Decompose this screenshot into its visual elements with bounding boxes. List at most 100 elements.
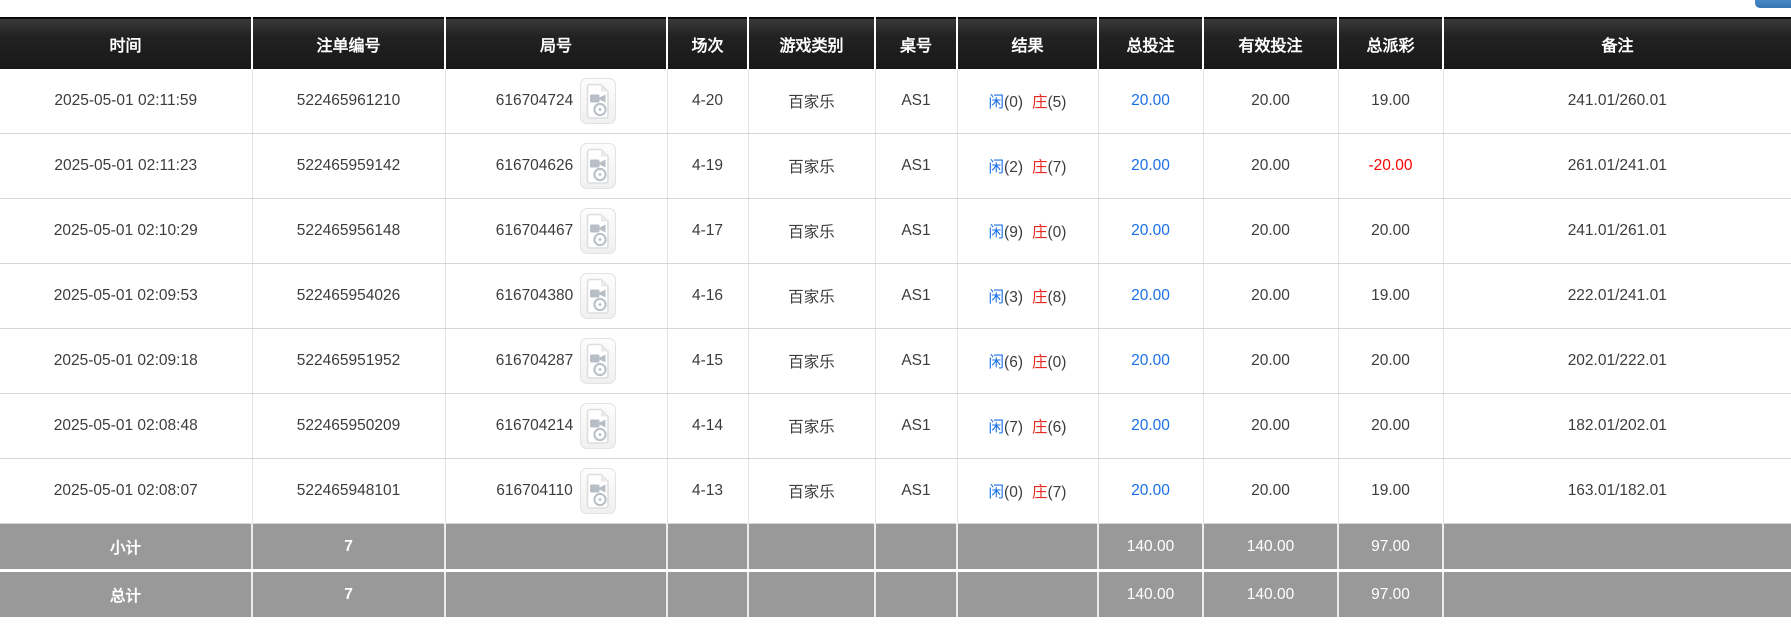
top-right-button-fragment[interactable] <box>1755 0 1791 8</box>
subtotal-label: 小计 <box>0 523 253 572</box>
remark-cell: 261.01/241.01 <box>1443 133 1791 199</box>
empty-cell <box>667 523 749 572</box>
result-cell: 闲(3) 庄(8) <box>957 263 1099 329</box>
bet-id-cell: 522465950209 <box>252 393 446 459</box>
table-row: 2025-05-01 02:10:29 522465956148 6167044… <box>0 198 1791 264</box>
round-id-value: 616704110 <box>496 482 573 499</box>
total-label: 总计 <box>0 570 253 617</box>
video-replay-button[interactable] <box>580 143 617 189</box>
total-bet-cell: 20.00 <box>1098 458 1204 524</box>
header-row: 时间 注单编号 局号 场次 游戏类别 桌号 结果 总投注 有效投注 总派彩 备注 <box>0 17 1791 69</box>
session-cell: 4-14 <box>667 393 749 459</box>
video-file-icon <box>586 343 610 379</box>
banker-points: (0) <box>1047 354 1067 371</box>
game-type-cell: 百家乐 <box>748 328 876 394</box>
header-total-bet: 总投注 <box>1098 17 1204 69</box>
bet-records-table: 时间 注单编号 局号 场次 游戏类别 桌号 结果 总投注 有效投注 总派彩 备注… <box>0 17 1791 617</box>
result-cell: 闲(9) 庄(0) <box>957 198 1099 264</box>
remark-cell: 163.01/182.01 <box>1443 458 1791 524</box>
table-row: 2025-05-01 02:08:48 522465950209 6167042… <box>0 393 1791 459</box>
empty-cell <box>875 570 958 617</box>
remark-cell: 202.01/222.01 <box>1443 328 1791 394</box>
header-round-id: 局号 <box>445 17 668 69</box>
banker-points: (8) <box>1047 289 1067 306</box>
table-row: 2025-05-01 02:11:59 522465961210 6167047… <box>0 69 1791 134</box>
banker-points: (0) <box>1047 224 1067 241</box>
banker-label: 庄 <box>1032 94 1048 111</box>
player-label: 闲 <box>988 419 1005 436</box>
round-cell: 616704380 <box>445 263 668 329</box>
game-type-cell: 百家乐 <box>748 133 876 199</box>
empty-cell <box>445 570 668 617</box>
player-label: 闲 <box>988 159 1005 176</box>
payout-cell: 19.00 <box>1338 458 1444 524</box>
time-cell: 2025-05-01 02:11:23 <box>0 133 253 199</box>
video-file-icon <box>586 148 610 184</box>
round-cell: 616704467 <box>445 198 668 264</box>
game-type-cell: 百家乐 <box>748 458 876 524</box>
round-cell: 616704626 <box>445 133 668 199</box>
subtotal-count: 7 <box>252 523 446 572</box>
session-cell: 4-20 <box>667 69 749 134</box>
game-type-cell: 百家乐 <box>748 263 876 329</box>
table-id-cell: AS1 <box>875 198 958 264</box>
bet-id-cell: 522465959142 <box>252 133 446 199</box>
table-row: 2025-05-01 02:08:07 522465948101 6167041… <box>0 458 1791 524</box>
result-cell: 闲(7) 庄(6) <box>957 393 1099 459</box>
session-cell: 4-15 <box>667 328 749 394</box>
video-file-icon <box>586 278 610 314</box>
bet-id-cell: 522465961210 <box>252 69 446 134</box>
time-cell: 2025-05-01 02:08:48 <box>0 393 253 459</box>
table-row: 2025-05-01 02:09:18 522465951952 6167042… <box>0 328 1791 394</box>
payout-cell: 19.00 <box>1338 263 1444 329</box>
empty-cell <box>748 523 876 572</box>
subtotal-row: 小计 7 140.00 140.00 97.00 <box>0 523 1791 572</box>
total-bet-cell: 20.00 <box>1098 263 1204 329</box>
payout-cell: 20.00 <box>1338 328 1444 394</box>
banker-label: 庄 <box>1032 224 1048 241</box>
time-cell: 2025-05-01 02:11:59 <box>0 69 253 134</box>
subtotal-total-bet: 140.00 <box>1098 523 1204 572</box>
empty-cell <box>875 523 958 572</box>
time-cell: 2025-05-01 02:10:29 <box>0 198 253 264</box>
round-id-value: 616704214 <box>495 417 574 434</box>
video-replay-button[interactable] <box>580 78 617 124</box>
table-row: 2025-05-01 02:09:53 522465954026 6167043… <box>0 263 1791 329</box>
video-replay-button[interactable] <box>580 208 617 254</box>
round-id-value: 616704626 <box>495 157 574 174</box>
table-id-cell: AS1 <box>875 263 958 329</box>
table-id-cell: AS1 <box>875 393 958 459</box>
total-bet-cell: 20.00 <box>1098 69 1204 134</box>
total-bet-cell: 20.00 <box>1098 328 1204 394</box>
table-id-cell: AS1 <box>875 69 958 134</box>
video-replay-button[interactable] <box>580 273 617 319</box>
banker-points: (7) <box>1047 159 1067 176</box>
valid-bet-cell: 20.00 <box>1203 69 1339 134</box>
remark-cell: 241.01/261.01 <box>1443 198 1791 264</box>
video-replay-button[interactable] <box>579 468 616 514</box>
banker-label: 庄 <box>1032 484 1048 501</box>
empty-cell <box>667 570 749 617</box>
time-cell: 2025-05-01 02:09:18 <box>0 328 253 394</box>
table-body: 2025-05-01 02:11:59 522465961210 6167047… <box>0 69 1791 524</box>
empty-cell <box>957 570 1099 617</box>
video-replay-button[interactable] <box>580 338 617 384</box>
total-bet-cell: 20.00 <box>1098 133 1204 199</box>
video-replay-button[interactable] <box>580 403 617 449</box>
total-valid-bet: 140.00 <box>1203 570 1339 617</box>
banker-points: (6) <box>1047 419 1067 436</box>
subtotal-payout: 97.00 <box>1338 523 1444 572</box>
total-bet-cell: 20.00 <box>1098 393 1204 459</box>
banker-label: 庄 <box>1032 354 1048 371</box>
header-remark: 备注 <box>1443 17 1791 69</box>
video-file-icon <box>586 83 610 119</box>
game-type-cell: 百家乐 <box>748 393 876 459</box>
time-cell: 2025-05-01 02:08:07 <box>0 458 253 524</box>
total-count: 7 <box>252 570 446 617</box>
round-id-value: 616704467 <box>495 222 574 239</box>
empty-cell <box>445 523 668 572</box>
session-cell: 4-17 <box>667 198 749 264</box>
header-session: 场次 <box>667 17 749 69</box>
game-type-cell: 百家乐 <box>748 69 876 134</box>
table-id-cell: AS1 <box>875 133 958 199</box>
